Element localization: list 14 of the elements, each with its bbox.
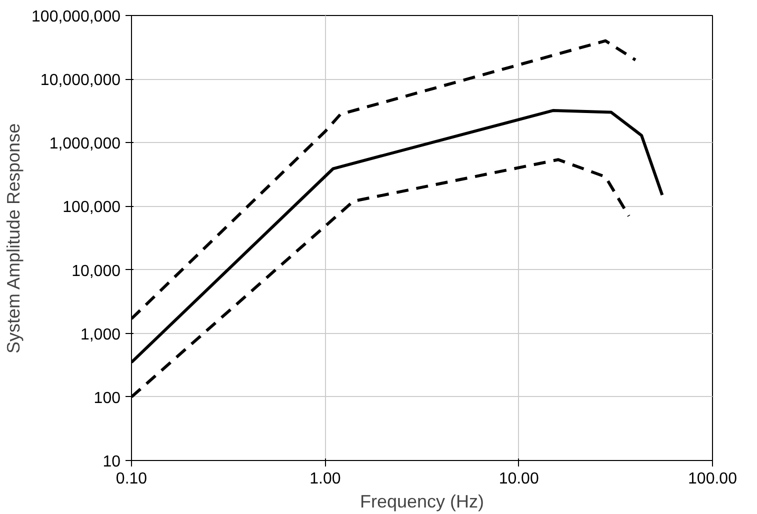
y-axis-title: System Amplitude Response — [4, 123, 24, 354]
y-tick-label: 100 — [94, 390, 121, 407]
x-axis-title: Frequency (Hz) — [360, 492, 484, 512]
y-tick-label: 100,000 — [62, 199, 121, 216]
x-tick-label: 10.00 — [498, 470, 539, 488]
y-tick-label: 1,000,000 — [49, 136, 121, 153]
y-tick-label: 1,000 — [80, 326, 121, 344]
x-tick-label: 1.00 — [310, 470, 341, 488]
y-tick-label: 10,000,000 — [40, 72, 121, 90]
y-tick-label: 10 — [102, 454, 121, 470]
x-tick-label: 0.10 — [116, 470, 148, 488]
y-tick-label: 10,000 — [72, 262, 121, 280]
y-tick-label: 100,000,000 — [32, 8, 121, 26]
x-tick-label: 100.00 — [688, 470, 738, 488]
